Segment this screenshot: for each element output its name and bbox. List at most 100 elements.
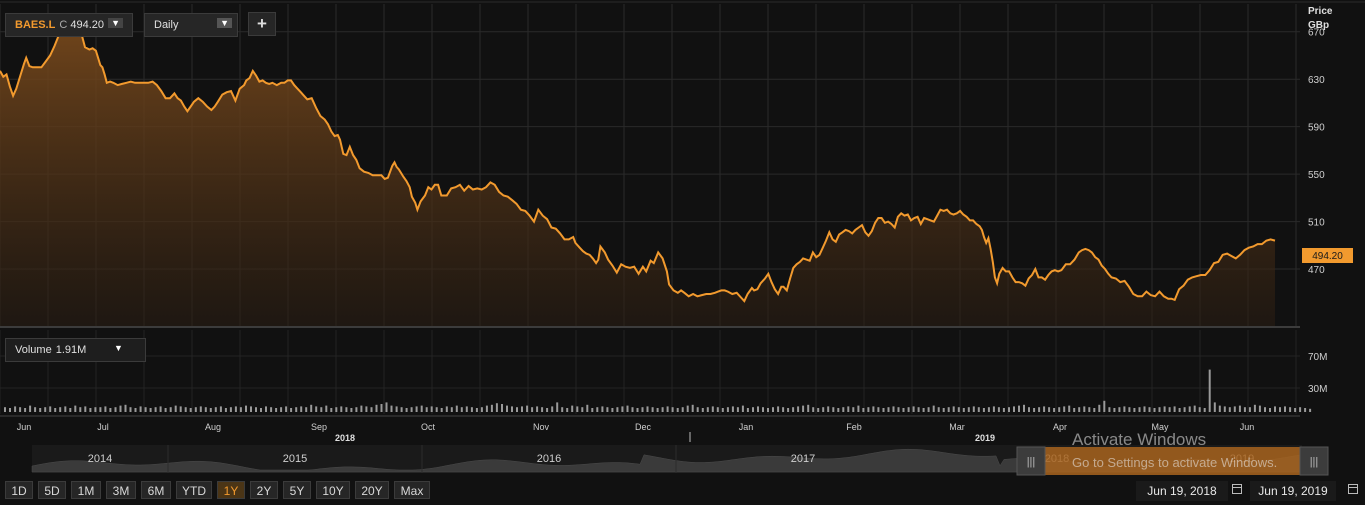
range-1y-button[interactable]: 1Y bbox=[217, 481, 245, 499]
start-date-field[interactable]: Jun 19, 2018 bbox=[1136, 481, 1228, 501]
volume-bar bbox=[897, 407, 900, 412]
volume-bar bbox=[1173, 406, 1176, 412]
volume-bar bbox=[270, 407, 273, 412]
chevron-down-icon[interactable]: ▼ bbox=[217, 18, 232, 28]
volume-bar bbox=[867, 407, 870, 412]
volume-bar bbox=[1233, 406, 1236, 412]
chevron-down-icon[interactable]: ▼ bbox=[114, 343, 123, 353]
volume-bar bbox=[877, 407, 880, 412]
volume-bar bbox=[767, 408, 769, 412]
navigator-selection[interactable] bbox=[1045, 447, 1300, 475]
volume-bar bbox=[977, 407, 980, 412]
volume-bar bbox=[731, 406, 734, 412]
range-max-button[interactable]: Max bbox=[394, 481, 430, 499]
navigator-left-handle[interactable] bbox=[1016, 446, 1046, 476]
volume-bar bbox=[89, 408, 92, 412]
volume-bar bbox=[1253, 404, 1256, 412]
volume-bar bbox=[69, 408, 72, 412]
volume-bar bbox=[516, 407, 518, 412]
volume-bar bbox=[245, 405, 247, 412]
ticker-symbol: BAES.L bbox=[15, 19, 56, 31]
volume-bar bbox=[84, 406, 87, 412]
navigator-right-handle[interactable] bbox=[1299, 446, 1329, 476]
volume-bar bbox=[300, 406, 303, 412]
range-ytd-button[interactable]: YTD bbox=[176, 481, 212, 499]
volume-bar bbox=[1294, 408, 1297, 412]
volume-bar bbox=[772, 407, 774, 412]
volume-bar bbox=[275, 408, 278, 412]
volume-bar bbox=[1299, 407, 1302, 412]
volume-bar bbox=[827, 406, 830, 412]
volume-bar bbox=[566, 408, 569, 412]
volume-bar bbox=[561, 407, 564, 412]
volume-bar bbox=[194, 407, 197, 412]
range-2y-button[interactable]: 2Y bbox=[250, 481, 278, 499]
volume-bar bbox=[380, 404, 383, 412]
volume-tick-label: 70M bbox=[1308, 352, 1327, 363]
volume-bar bbox=[686, 405, 689, 412]
volume-bar bbox=[9, 408, 11, 412]
x-year-label: 2018 bbox=[335, 433, 355, 443]
volume-bar bbox=[967, 407, 970, 412]
volume-selector[interactable]: Volume 1.91M ▼ bbox=[5, 338, 146, 362]
volume-bar bbox=[4, 407, 6, 412]
volume-bar bbox=[159, 406, 162, 412]
range-6m-button[interactable]: 6M bbox=[141, 481, 171, 499]
volume-bar bbox=[74, 405, 77, 412]
range-5d-button[interactable]: 5D bbox=[38, 481, 66, 499]
volume-bar bbox=[219, 406, 222, 412]
volume-bar bbox=[99, 407, 102, 412]
volume-bar bbox=[1078, 407, 1081, 412]
volume-bar bbox=[571, 405, 574, 412]
volume-bar bbox=[229, 407, 232, 412]
x-tick-label: Feb bbox=[846, 422, 862, 432]
volume-bar bbox=[551, 406, 554, 412]
volume-bar bbox=[265, 406, 267, 412]
volume-bar bbox=[1123, 406, 1126, 412]
range-5y-button[interactable]: 5Y bbox=[283, 481, 311, 499]
volume-bar bbox=[546, 408, 549, 412]
volume-bar bbox=[521, 406, 523, 412]
range-20y-button[interactable]: 20Y bbox=[355, 481, 389, 499]
volume-bar bbox=[541, 407, 544, 412]
volume-bar bbox=[1163, 406, 1166, 412]
volume-bar bbox=[987, 407, 990, 412]
navigator-left-grip-icon: ||| bbox=[1027, 456, 1036, 468]
volume-bar bbox=[305, 407, 308, 412]
volume-bar bbox=[415, 406, 418, 412]
volume-bar bbox=[1284, 406, 1286, 412]
volume-bar bbox=[154, 407, 157, 412]
volume-bar bbox=[1279, 407, 1281, 412]
calendar-icon[interactable] bbox=[1348, 484, 1358, 494]
chevron-down-icon[interactable]: ▼ bbox=[108, 18, 123, 28]
volume-bar bbox=[616, 407, 619, 412]
calendar-icon[interactable] bbox=[1232, 484, 1242, 494]
volume-bar bbox=[134, 408, 137, 412]
volume-bar bbox=[435, 407, 438, 412]
volume-bar bbox=[536, 406, 539, 412]
volume-bar bbox=[802, 405, 805, 412]
volume-bar bbox=[832, 407, 835, 412]
volume-bar bbox=[330, 408, 333, 412]
frequency-select[interactable]: Daily ▼ bbox=[144, 13, 238, 37]
volume-bar bbox=[250, 406, 252, 412]
range-1d-button[interactable]: 1D bbox=[5, 481, 33, 499]
volume-bar bbox=[1073, 408, 1076, 412]
volume-bar bbox=[716, 407, 719, 412]
volume-bar bbox=[1063, 406, 1066, 412]
volume-bar bbox=[676, 408, 679, 412]
navigator[interactable]: 201420152016201720182019 ||| ||| bbox=[31, 445, 1329, 476]
add-indicator-button[interactable]: + bbox=[248, 12, 276, 36]
volume-bar bbox=[681, 407, 684, 412]
range-1m-button[interactable]: 1M bbox=[71, 481, 101, 499]
volume-bar bbox=[315, 406, 318, 412]
volume-bar bbox=[495, 403, 498, 412]
symbol-selector[interactable]: BAES.L C 494.20 ▼ bbox=[5, 13, 133, 37]
volume-bar bbox=[149, 408, 152, 412]
volume-bar bbox=[94, 407, 97, 412]
volume-bar bbox=[355, 407, 358, 412]
range-3m-button[interactable]: 3M bbox=[106, 481, 136, 499]
volume-bar bbox=[1258, 405, 1261, 412]
range-10y-button[interactable]: 10Y bbox=[316, 481, 350, 499]
end-date-field[interactable]: Jun 19, 2019 bbox=[1250, 481, 1336, 501]
